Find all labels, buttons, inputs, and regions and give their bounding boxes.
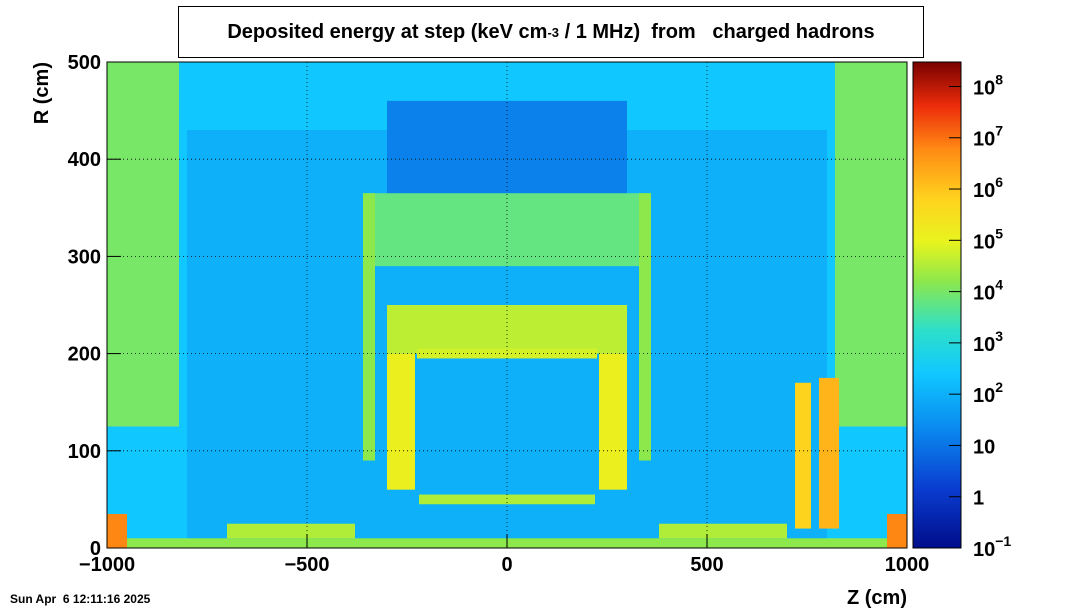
- x-tick-label: 1000: [885, 554, 930, 576]
- colorbar-label: 102: [973, 379, 1003, 407]
- region-left-inner-calo: [387, 353, 415, 490]
- region-left-collimator: [107, 513, 127, 548]
- y-tick-label: 100: [68, 441, 101, 463]
- chart-title-rest: / 1 MHz) from charged hadrons: [559, 20, 875, 43]
- y-tick-label: 300: [68, 246, 101, 268]
- region-right-endcap: [835, 62, 907, 427]
- y-tick-label: 400: [68, 149, 101, 171]
- x-axis: −1000 −500 0 500 1000: [79, 534, 929, 576]
- x-tick-label: 0: [501, 554, 512, 576]
- timestamp: Sun Apr 6 12:11:16 2025: [10, 592, 151, 606]
- region-lower-ring: [419, 494, 595, 505]
- colorbar-label: 10−1: [973, 533, 1011, 561]
- region-calorimeter: [387, 305, 627, 354]
- x-tick-label: −500: [284, 554, 329, 576]
- region-left-wall: [363, 193, 375, 461]
- region-right-forward: [659, 523, 787, 539]
- colorbar-label: 1: [973, 488, 984, 510]
- region-left-forward: [227, 523, 355, 539]
- colorbar-label: 108: [973, 71, 1003, 99]
- region-outer-shell: [363, 193, 651, 267]
- chart-title: Deposited energy at step (keV cm -3 / 1 …: [179, 7, 923, 57]
- y-tick-label: 500: [68, 52, 101, 74]
- region-right-absorber-1: [795, 382, 811, 529]
- colorbar-label: 104: [973, 277, 1003, 305]
- y-tick-label: 0: [90, 538, 101, 560]
- chart-title-box: Deposited energy at step (keV cm -3 / 1 …: [178, 6, 924, 58]
- region-right-collimator: [887, 513, 907, 548]
- grid-lines: [107, 62, 907, 548]
- colorbar-label: 107: [973, 123, 1003, 151]
- x-axis-label: Z (cm): [847, 587, 907, 609]
- y-axis-label: R (cm): [31, 62, 53, 124]
- colorbar-label: 105: [973, 225, 1003, 253]
- y-tick-label: 200: [68, 344, 101, 366]
- region-right-inner-calo: [599, 353, 627, 490]
- region-shielding-dark: [387, 100, 627, 199]
- colorbar: [912, 61, 962, 549]
- chart-title-sup: -3: [547, 24, 560, 40]
- chart-title-main: Deposited energy at step (keV cm: [227, 20, 548, 43]
- y-axis: 0 100 200 300 400 500: [68, 52, 121, 560]
- colorbar-labels: 10−1 1 10 102 103 104 105 106 107 108: [949, 71, 1011, 561]
- region-left-endcap: [107, 62, 179, 427]
- x-tick-label: −1000: [79, 554, 135, 576]
- region-right-wall: [639, 193, 651, 461]
- x-tick-label: 500: [690, 554, 723, 576]
- colorbar-label: 103: [973, 328, 1003, 356]
- colorbar-label: 10: [973, 436, 995, 458]
- region-right-absorber-2: [819, 377, 839, 529]
- colorbar-label: 106: [973, 174, 1003, 202]
